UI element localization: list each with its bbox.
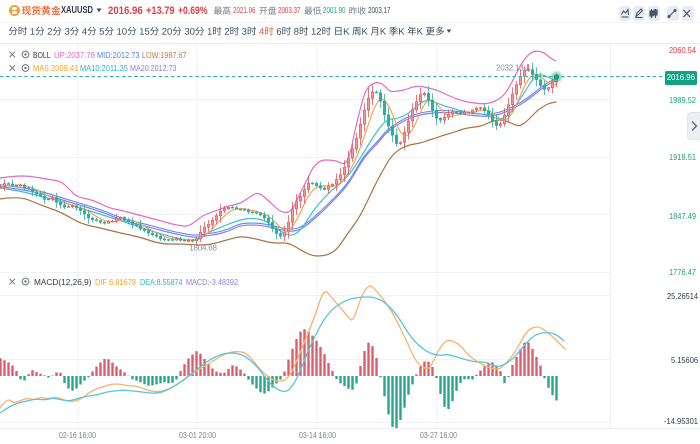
svg-text:2032.13: 2032.13 <box>496 64 524 73</box>
svg-text:1804.68: 1804.68 <box>189 244 217 253</box>
